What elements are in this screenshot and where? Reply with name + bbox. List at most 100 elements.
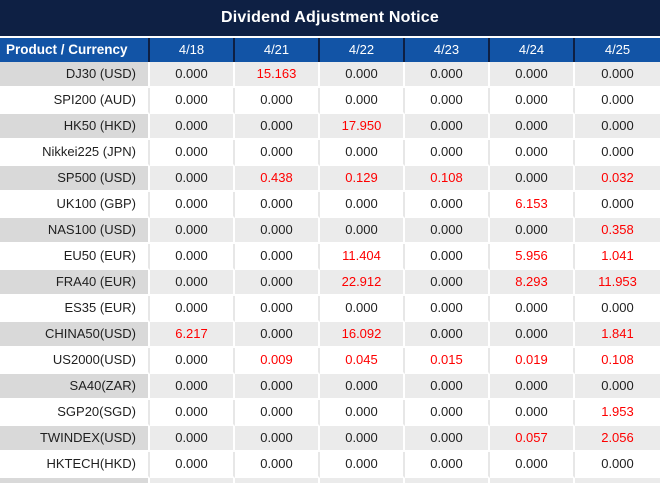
value-cell: 0.015: [405, 348, 490, 374]
value-cell: 0.000: [320, 296, 405, 322]
value-cell: 0.000: [490, 88, 575, 114]
value-cell: 0.000: [235, 192, 320, 218]
title-divider: [0, 36, 660, 38]
product-cell: ES35 (EUR): [0, 296, 150, 322]
value-cell: 8.293: [490, 270, 575, 296]
table-row: EU50 (EUR) 0.000 0.000 11.404 0.000 5.956 1.04…: [0, 244, 660, 270]
value-cell: 0.000: [575, 296, 660, 322]
value-cell: 0.000: [320, 192, 405, 218]
value-cell: 0.358: [575, 218, 660, 244]
value-cell: 0.000: [405, 114, 490, 140]
value-cell: 0.000: [150, 140, 235, 166]
product-cell: SGP20(SGD): [0, 400, 150, 426]
value-cell: 0.000: [490, 166, 575, 192]
value-cell: 0.057: [490, 426, 575, 452]
table-row: HK50 (HKD) 0.000 0.000 17.950 0.000 0.000 0.00…: [0, 114, 660, 140]
table-row: FRA40 (EUR) 0.000 0.000 22.912 0.000 8.293 11.…: [0, 270, 660, 296]
table-row: SGP20(SGD) 0.000 0.000 0.000 0.000 0.000 1.953: [0, 400, 660, 426]
table-row: ES35 (EUR) 0.000 0.000 0.000 0.000 0.000 0.000: [0, 296, 660, 322]
value-cell: 11.404: [320, 244, 405, 270]
page-title: Dividend Adjustment Notice: [221, 9, 439, 26]
table-header: Product / Currency 4/18 4/21 4/22 4/23 4/24 4…: [0, 38, 660, 62]
value-cell: 0.000: [320, 400, 405, 426]
table-row: CHINA50(USD) 6.217 0.000 16.092 0.000 0.000 1.…: [0, 322, 660, 348]
product-cell: Nikkei225 (JPN): [0, 140, 150, 166]
value-cell: 0.000: [490, 400, 575, 426]
value-cell: 0.000: [150, 114, 235, 140]
value-cell: 0.000: [320, 374, 405, 400]
value-cell: 0.000: [235, 140, 320, 166]
product-cell: SP500 (USD): [0, 166, 150, 192]
value-cell: 0.000: [575, 374, 660, 400]
value-cell: 0.000: [320, 426, 405, 452]
value-cell: 0.000: [490, 374, 575, 400]
value-cell: 0.000: [575, 192, 660, 218]
value-cell: 0.000: [235, 452, 320, 478]
value-cell: 0.019: [490, 348, 575, 374]
table-row: SP500 (USD) 0.000 0.438 0.129 0.108 0.000 0.03…: [0, 166, 660, 192]
table-row: US2000(USD) 0.000 0.009 0.045 0.015 0.019 0.10…: [0, 348, 660, 374]
value-cell: 0.000: [320, 218, 405, 244]
value-cell: 0.000: [150, 218, 235, 244]
product-cell: UK100 (GBP): [0, 192, 150, 218]
value-cell: 0.000: [405, 322, 490, 348]
value-cell: 0.000: [405, 192, 490, 218]
value-cell: 0.045: [320, 348, 405, 374]
value-cell: 0.000: [490, 62, 575, 88]
value-cell: 0.000: [235, 296, 320, 322]
product-cell: EU50 (EUR): [0, 244, 150, 270]
value-cell: 0.000: [235, 114, 320, 140]
product-cell: US2000(USD): [0, 348, 150, 374]
value-cell: 0.000: [150, 166, 235, 192]
value-cell: 0.000: [235, 88, 320, 114]
value-cell: 0.000: [575, 452, 660, 478]
value-cell: 0.000: [490, 114, 575, 140]
table-row: Nikkei225 (JPN) 0.000 0.000 0.000 0.000 0.000…: [0, 140, 660, 166]
value-cell: 0.000: [405, 62, 490, 88]
table-row: HKTECH(HKD) 0.000 0.000 0.000 0.000 0.000 0.00…: [0, 452, 660, 478]
value-cell: 0.000: [150, 244, 235, 270]
product-cell: DJ30 (USD): [0, 62, 150, 88]
value-cell: 0.000: [150, 374, 235, 400]
value-cell: 0.000: [490, 452, 575, 478]
value-cell: 0.000: [405, 88, 490, 114]
value-cell: 0.000: [150, 88, 235, 114]
table-row: TWINDEX(USD) 0.000 0.000 0.000 0.000 0.057 2.0…: [0, 426, 660, 452]
value-cell: 0.000: [150, 452, 235, 478]
value-cell: 0.000: [150, 348, 235, 374]
value-cell: 22.912: [320, 270, 405, 296]
value-cell: 0.000: [405, 452, 490, 478]
value-cell: 0.009: [235, 348, 320, 374]
table-row: DJ30 (USD) 0.000 15.163 0.000 0.000 0.000 0.00…: [0, 62, 660, 88]
table-row: SA40(ZAR) 0.000 0.000 0.000 0.000 0.000 0.000: [0, 374, 660, 400]
value-cell: 0.000: [150, 426, 235, 452]
value-cell: 0.129: [320, 166, 405, 192]
value-cell: 0.032: [575, 166, 660, 192]
value-cell: 0.000: [575, 88, 660, 114]
product-cell: SA40(ZAR): [0, 374, 150, 400]
table-row: NAS100 (USD) 0.000 0.000 0.000 0.000 0.000 0.3…: [0, 218, 660, 244]
value-cell: 0.000: [235, 400, 320, 426]
value-cell: 0.000: [575, 114, 660, 140]
value-cell: 0.000: [405, 270, 490, 296]
value-cell: 0.000: [320, 140, 405, 166]
value-cell: 0.000: [235, 374, 320, 400]
value-cell: 1.841: [575, 322, 660, 348]
table-body: DJ30 (USD) 0.000 15.163 0.000 0.000 0.000 0.00…: [0, 62, 660, 478]
value-cell: 2.056: [575, 426, 660, 452]
header-date-3: 4/22: [320, 38, 405, 62]
value-cell: 0.000: [150, 296, 235, 322]
header-date-5: 4/24: [490, 38, 575, 62]
value-cell: 0.000: [235, 322, 320, 348]
product-cell: FRA40 (EUR): [0, 270, 150, 296]
value-cell: 0.000: [150, 400, 235, 426]
value-cell: 0.000: [235, 244, 320, 270]
product-cell: NAS100 (USD): [0, 218, 150, 244]
value-cell: 0.000: [405, 426, 490, 452]
value-cell: 17.950: [320, 114, 405, 140]
value-cell: 0.000: [150, 270, 235, 296]
value-cell: 11.953: [575, 270, 660, 296]
value-cell: 0.000: [150, 62, 235, 88]
product-cell: CHINA50(USD): [0, 322, 150, 348]
